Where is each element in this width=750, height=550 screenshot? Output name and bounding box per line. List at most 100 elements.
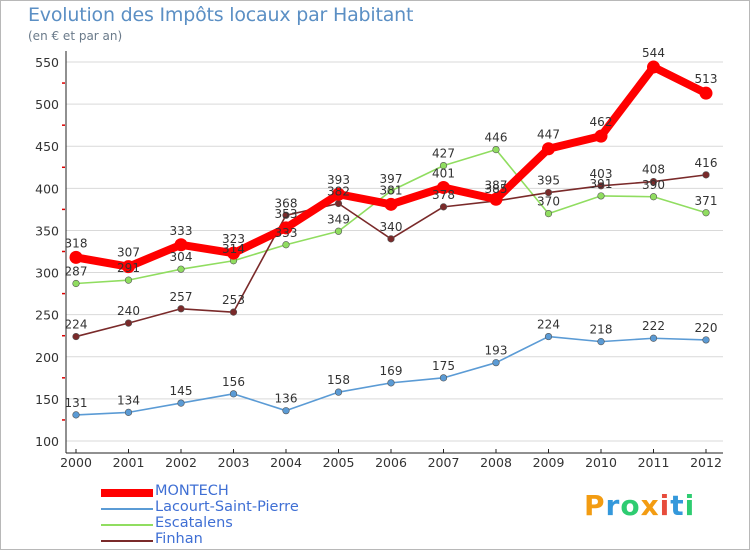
data-point-montech <box>332 187 345 201</box>
data-label-escatalens: 314 <box>222 242 245 256</box>
data-label-finhan: 416 <box>695 156 718 170</box>
data-label-escatalens: 287 <box>65 265 88 279</box>
data-label-escatalens: 427 <box>432 147 455 161</box>
data-label-montech: 333 <box>170 224 193 238</box>
data-label-montech: 353 <box>275 207 298 221</box>
data-label-finhan: 340 <box>380 220 403 234</box>
data-point-lacourt-saint-pierre <box>544 332 553 341</box>
data-point-finhan <box>229 308 238 316</box>
y-tick-label: 500 <box>35 97 59 112</box>
data-label-finhan: 368 <box>275 196 298 210</box>
x-tick-label: 2006 <box>375 455 407 470</box>
data-point-lacourt-saint-pierre <box>229 390 238 398</box>
logo-letter: r <box>605 489 621 522</box>
data-point-finhan <box>282 211 290 219</box>
legend-label: Lacourt-Saint-Pierre <box>155 499 299 515</box>
logo-letter: o <box>620 489 641 522</box>
x-tick-label: 2008 <box>480 455 512 470</box>
data-label-lacourt-saint-pierre: 193 <box>485 344 508 358</box>
data-point-lacourt-saint-pierre <box>387 379 395 387</box>
data-label-lacourt-saint-pierre: 156 <box>222 375 245 389</box>
data-label-montech: 381 <box>380 183 403 197</box>
logo-letter: P <box>584 489 606 522</box>
data-point-lacourt-saint-pierre <box>124 408 133 416</box>
x-tick-label: 2012 <box>690 455 722 470</box>
data-point-lacourt-saint-pierre <box>334 388 343 396</box>
y-tick-label: 150 <box>35 392 59 407</box>
data-label-lacourt-saint-pierre: 136 <box>275 392 298 406</box>
data-label-finhan: 240 <box>117 304 140 318</box>
data-point-montech <box>594 129 608 143</box>
y-tick-label: 300 <box>35 266 59 281</box>
data-label-lacourt-saint-pierre: 131 <box>65 396 88 410</box>
data-label-finhan: 382 <box>327 184 350 198</box>
data-point-montech <box>227 246 240 260</box>
x-tick-label: 2002 <box>165 455 197 470</box>
data-point-escatalens <box>177 265 185 273</box>
y-tick-label: 400 <box>35 181 59 196</box>
data-label-lacourt-saint-pierre: 158 <box>327 373 350 387</box>
data-label-escatalens: 397 <box>380 172 403 186</box>
data-label-escatalens: 390 <box>642 178 665 192</box>
data-point-lacourt-saint-pierre <box>439 374 448 382</box>
data-label-lacourt-saint-pierre: 220 <box>695 321 718 335</box>
data-point-escatalens <box>597 192 605 200</box>
x-tick-label: 2001 <box>113 455 145 470</box>
data-point-finhan <box>702 171 710 179</box>
data-point-montech <box>542 142 555 156</box>
data-label-montech: 462 <box>590 115 613 129</box>
data-point-montech <box>437 180 450 194</box>
data-label-escatalens: 291 <box>117 261 140 275</box>
data-point-escatalens <box>282 241 290 249</box>
data-label-montech: 513 <box>695 72 718 86</box>
data-label-lacourt-saint-pierre: 145 <box>170 384 193 398</box>
data-label-lacourt-saint-pierre: 175 <box>432 359 455 373</box>
x-tick-label: 2010 <box>585 455 617 470</box>
data-label-escatalens: 333 <box>275 226 298 240</box>
chart-subtitle: (en € et par an) <box>28 29 123 43</box>
data-label-escatalens: 349 <box>327 212 350 226</box>
data-label-finhan: 378 <box>432 188 455 202</box>
data-label-finhan: 408 <box>642 163 665 177</box>
x-tick-label: 2011 <box>638 455 670 470</box>
data-point-finhan <box>177 305 185 313</box>
x-tick-label: 2009 <box>533 455 565 470</box>
data-label-lacourt-saint-pierre: 169 <box>380 364 403 378</box>
data-label-montech: 401 <box>432 166 455 180</box>
logo-letter: i <box>684 489 696 522</box>
data-point-finhan <box>124 319 133 327</box>
data-point-escatalens <box>439 161 448 170</box>
data-point-lacourt-saint-pierre <box>177 399 185 407</box>
data-point-lacourt-saint-pierre <box>649 334 658 342</box>
data-point-finhan <box>439 203 448 211</box>
data-point-finhan <box>387 235 395 243</box>
data-point-montech <box>699 86 713 100</box>
data-label-escatalens: 370 <box>537 195 560 209</box>
y-tick-label: 250 <box>35 308 59 323</box>
data-label-finhan: 403 <box>590 167 613 181</box>
data-point-finhan <box>72 332 80 341</box>
x-tick-label: 2003 <box>218 455 250 470</box>
data-label-escatalens: 371 <box>695 194 718 208</box>
y-tick-label: 350 <box>35 223 59 238</box>
y-tick-label: 450 <box>35 139 59 154</box>
data-point-lacourt-saint-pierre <box>72 411 80 419</box>
data-label-lacourt-saint-pierre: 224 <box>537 318 560 332</box>
legend-label: Escatalens <box>155 515 233 531</box>
data-label-escatalens: 391 <box>590 177 613 191</box>
logo-letter: x <box>640 489 660 522</box>
data-label-montech: 393 <box>327 173 350 187</box>
data-point-escatalens <box>544 210 553 218</box>
data-point-escatalens <box>492 145 500 154</box>
data-point-finhan <box>334 199 343 208</box>
data-label-finhan: 253 <box>222 293 245 307</box>
data-point-escatalens <box>72 279 80 288</box>
logo-letter: i <box>659 489 671 522</box>
y-tick-label: 200 <box>35 350 59 365</box>
x-tick-label: 2004 <box>270 455 302 470</box>
data-point-lacourt-saint-pierre <box>597 338 605 346</box>
data-label-escatalens: 446 <box>485 131 508 145</box>
chart-title: Evolution des Impôts locaux par Habitant <box>28 4 414 26</box>
legend-swatch <box>101 508 153 510</box>
